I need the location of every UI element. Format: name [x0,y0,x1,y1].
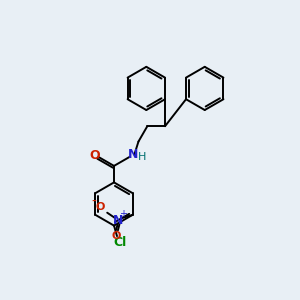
Text: N: N [128,148,138,161]
Text: H: H [137,152,146,163]
Text: -: - [92,195,97,209]
Text: +: + [119,209,127,219]
Text: O: O [112,231,121,242]
Text: O: O [89,148,100,162]
Text: Cl: Cl [113,236,126,249]
Text: N: N [112,214,123,227]
Text: O: O [96,202,105,212]
